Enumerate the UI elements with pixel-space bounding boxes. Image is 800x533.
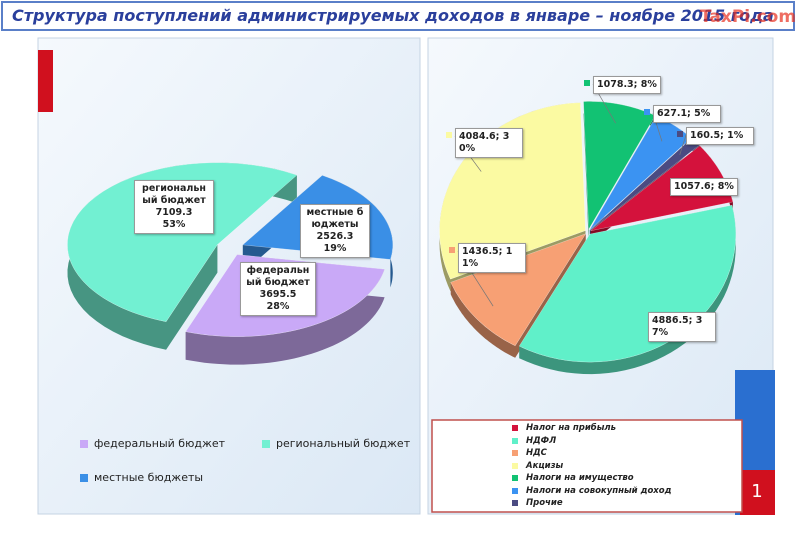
data-label-value: 3695.5: [259, 289, 297, 300]
slide-title: Структура поступлений администрируемых д…: [12, 6, 774, 25]
data-label: местные бюджеты 2526.3 19%: [300, 204, 370, 258]
legend-entry: местные бюджеты: [80, 471, 203, 484]
data-label-text: 160.5; 1%: [690, 130, 744, 141]
legend-swatch: [512, 500, 518, 506]
label-swatch: [644, 109, 650, 115]
legend-swatch: [80, 473, 88, 482]
slice: [67, 162, 298, 322]
legend-label: НДС: [526, 448, 547, 458]
legend-entry: Прочие: [512, 497, 563, 509]
data-label: 1057.6; 8%: [670, 178, 738, 196]
legend-swatch: [512, 462, 518, 469]
data-label-name: федеральный бюджет: [246, 265, 310, 288]
data-label: 160.5; 1%: [686, 127, 754, 145]
legend-entry: Налоги на совокупный доход: [512, 485, 671, 497]
data-label-text: 1078.3; 8%: [597, 79, 657, 90]
legend-label: Налог на прибыль: [526, 423, 617, 433]
data-label-text: 1057.6; 8%: [674, 181, 734, 192]
data-label-value: 7109.3: [155, 207, 193, 218]
legend-label: федеральный бюджет: [94, 437, 226, 450]
legend-swatch: [512, 487, 518, 494]
label-swatch: [639, 316, 645, 322]
data-label-percent: 53%: [162, 219, 186, 230]
legend-entry: Налог на прибыль: [512, 422, 616, 434]
label-swatch: [584, 80, 590, 86]
legend-swatch: [512, 475, 518, 481]
data-label: 1436.5; 11%: [458, 243, 526, 273]
legend-entry: федеральный бюджет: [80, 437, 225, 450]
slice-side: [519, 205, 736, 375]
legend-label: местные бюджеты: [94, 471, 204, 484]
legend-label: НДФЛ: [526, 435, 557, 446]
page-number: 1: [751, 481, 762, 502]
data-label: региональный бюджет 7109.3 53%: [134, 180, 214, 234]
label-swatch: [661, 182, 667, 188]
legend-swatch: [512, 450, 518, 456]
data-label-text: 627.1; 5%: [657, 108, 711, 119]
legend-label: региональный бюджет: [276, 437, 411, 450]
data-label: 4886.5; 37%: [648, 312, 716, 342]
title-bar: [1, 1, 795, 31]
watermark: TaxPi.com: [700, 7, 796, 27]
legend-label: Прочие: [526, 498, 563, 508]
legend-label: Налоги на совокупный доход: [526, 485, 672, 496]
leader-line: [679, 134, 687, 156]
data-label-name: региональный бюджет: [142, 183, 206, 206]
legend-entry: региональный бюджет: [262, 437, 410, 450]
data-label-value: 2526.3: [316, 231, 354, 242]
data-label: 627.1; 5%: [653, 105, 721, 123]
data-label-name: местные бюджеты: [306, 207, 364, 230]
legend-swatch: [262, 439, 270, 448]
label-swatch: [449, 247, 455, 253]
legend-entry: НДС: [512, 447, 547, 459]
legend-entry: Акцизы: [512, 460, 563, 472]
red-tab: [38, 50, 53, 112]
slice: [450, 233, 587, 347]
data-label-text: 4886.5; 37%: [652, 315, 703, 338]
data-label: федеральный бюджет 3695.5 28%: [240, 262, 316, 316]
label-swatch: [677, 131, 683, 137]
legend-swatch: [512, 437, 518, 444]
legend-label: Акцизы: [526, 460, 564, 471]
slice: [590, 145, 734, 232]
legend-box: [431, 419, 743, 513]
legend-entry: Налоги на имущество: [512, 472, 634, 484]
label-swatch: [446, 132, 452, 138]
data-label-percent: 28%: [266, 301, 290, 312]
legend-entry: НДФЛ: [512, 435, 556, 447]
slice-side: [450, 233, 586, 358]
legend-swatch: [80, 439, 88, 448]
red-block: [740, 470, 775, 515]
data-label: 1078.3; 8%: [593, 76, 661, 94]
data-label-text: 4084.6; 30%: [459, 131, 510, 154]
data-label-percent: 19%: [323, 243, 347, 254]
data-label-text: 1436.5; 11%: [462, 246, 513, 269]
legend-label: Налоги на имущество: [526, 473, 634, 483]
legend-swatch: [512, 425, 518, 431]
data-label: 4084.6; 30%: [455, 128, 523, 158]
